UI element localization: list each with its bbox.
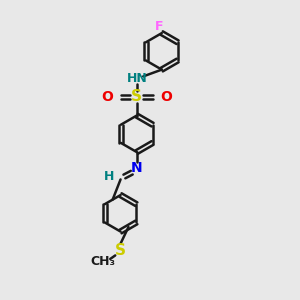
Text: F: F	[155, 20, 164, 32]
Text: N: N	[131, 161, 142, 175]
Text: H: H	[104, 170, 114, 183]
Text: S: S	[115, 243, 126, 258]
Text: S: S	[131, 89, 142, 104]
Text: O: O	[101, 90, 113, 104]
Text: HN: HN	[126, 72, 147, 85]
Text: CH₃: CH₃	[90, 255, 116, 268]
Text: O: O	[160, 90, 172, 104]
